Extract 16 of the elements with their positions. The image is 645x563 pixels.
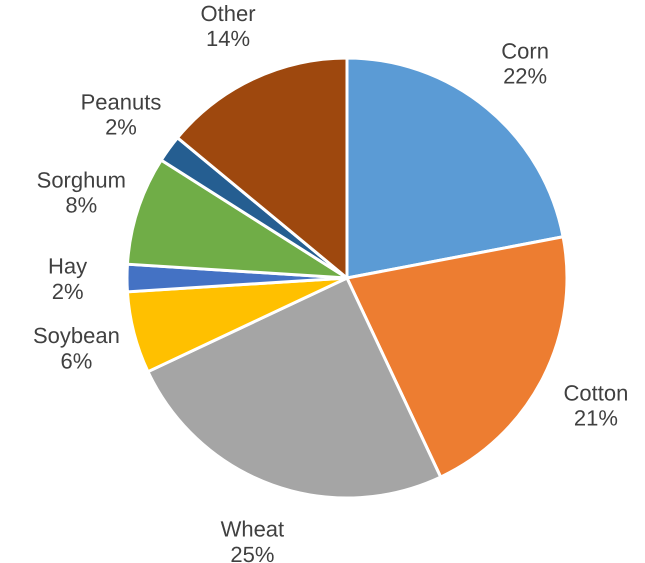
slice-label: Hay	[48, 254, 88, 279]
data-label: 6%	[60, 348, 92, 374]
data-label: 14%	[206, 26, 250, 52]
data-label: 25%	[230, 542, 274, 563]
slice-label: Other	[200, 0, 256, 26]
data-label: 22%	[503, 64, 548, 89]
data-label: 8%	[65, 192, 98, 218]
data-label: 21%	[574, 406, 618, 431]
data-label: 2%	[105, 114, 137, 140]
slice-label: Sorghum	[36, 167, 126, 192]
slice-label: Soybean	[32, 323, 120, 348]
slice-label: Wheat	[220, 516, 284, 542]
slice-label: Peanuts	[80, 89, 162, 114]
data-label: 2%	[52, 278, 84, 304]
slice-label: Cotton	[564, 380, 628, 406]
slice-label: Corn	[501, 38, 549, 64]
